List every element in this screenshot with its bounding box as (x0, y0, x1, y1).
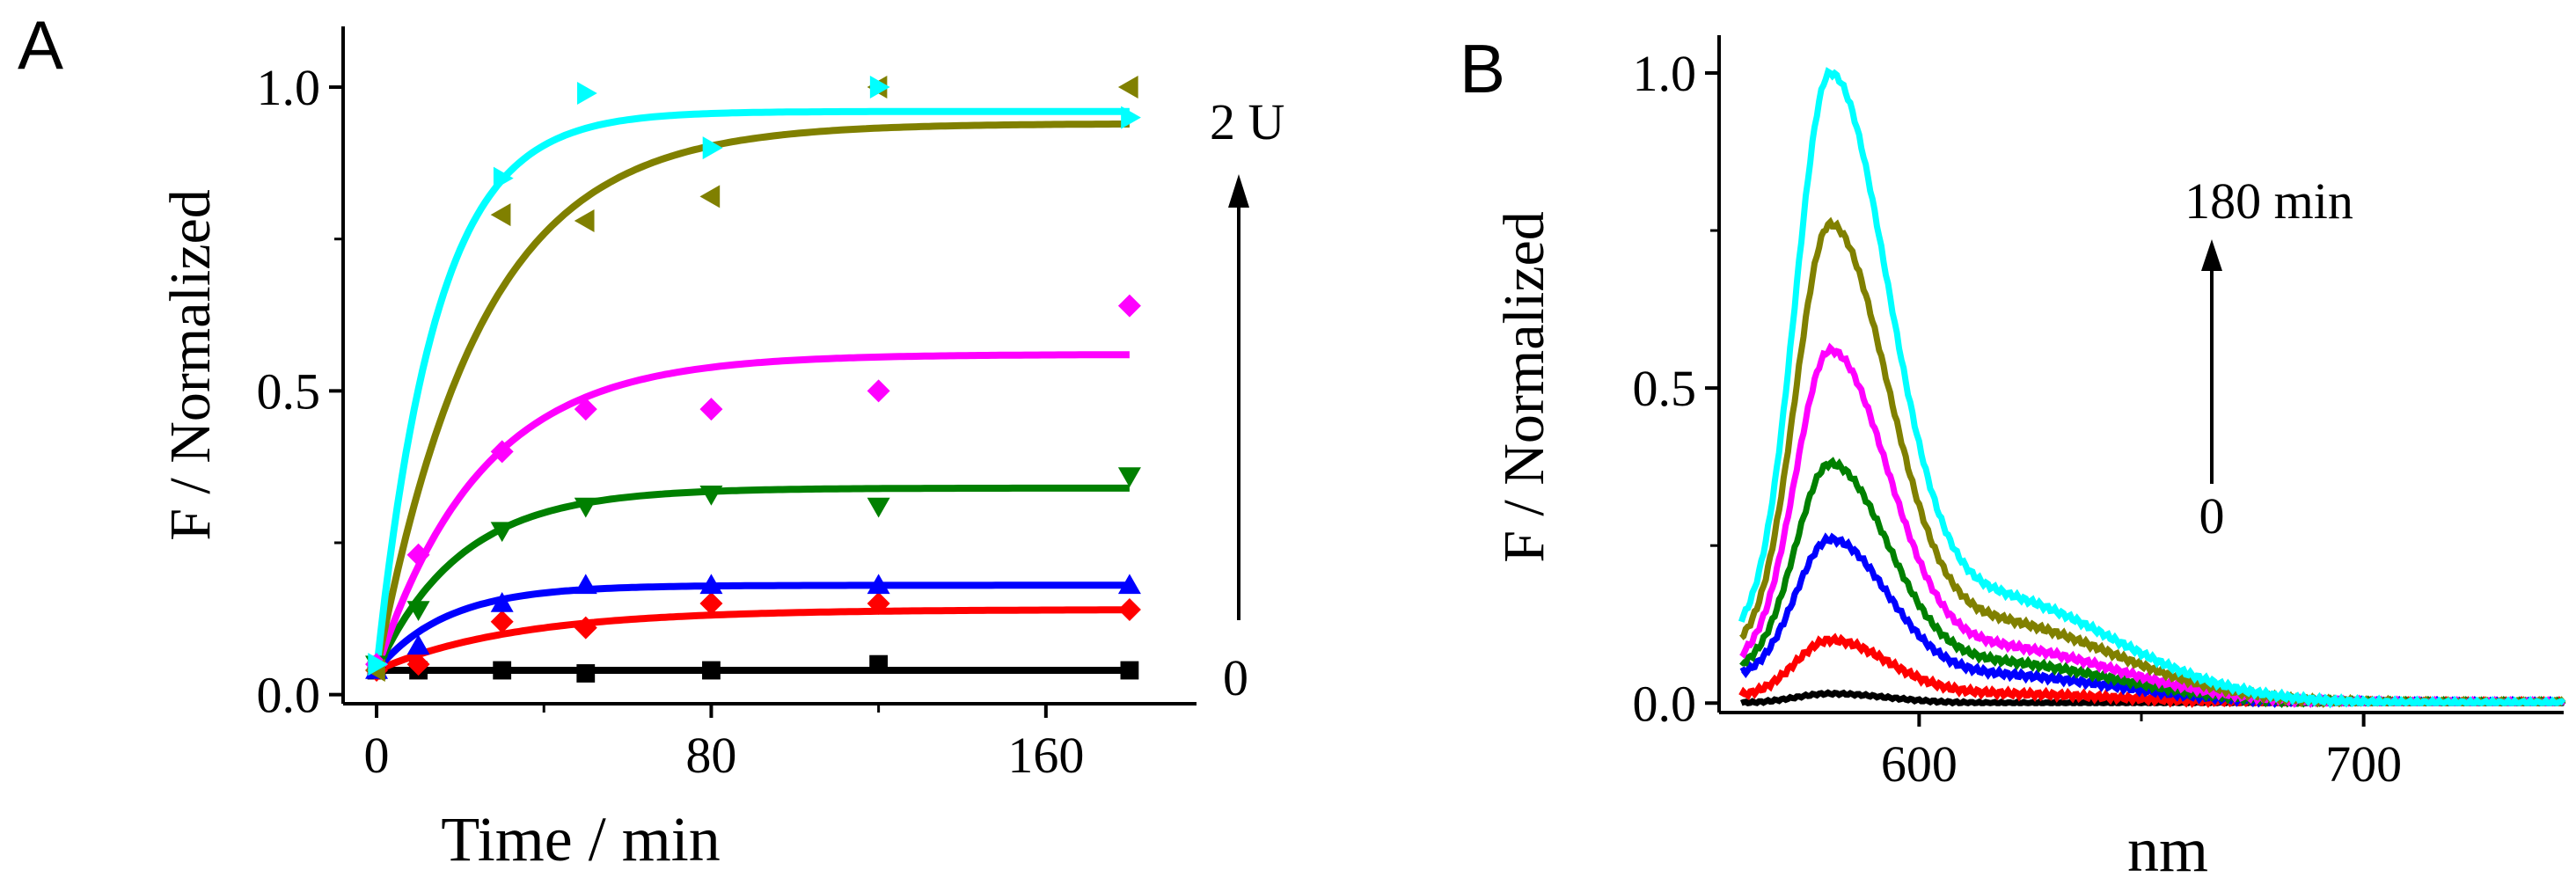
data-point (699, 574, 723, 595)
x-axis-label-a: Time / min (441, 804, 720, 874)
data-point (869, 654, 889, 674)
chart-b-svg: B 600 700 0.0 0.5 1.0 180 min 0 nm F / Norma… (1460, 30, 2566, 885)
a-y-tick-label: 1.0 (257, 59, 321, 116)
x-axis-label-b: nm (2127, 815, 2208, 885)
b-y-tick-label: 0.0 (1633, 675, 1697, 732)
data-point (1117, 76, 1138, 99)
data-point (1117, 597, 1141, 621)
data-point (867, 379, 890, 403)
data-point (1121, 106, 1141, 129)
annotation-top-a: 2 U (1210, 93, 1284, 150)
data-point (867, 497, 890, 518)
b-y-tick-label: 1.0 (1633, 45, 1697, 102)
data-point (493, 166, 514, 190)
data-point (699, 592, 723, 616)
chart-a-svg: A 0 80 160 0.0 0.5 1.0 2 U 0 Time / min F / N… (18, 6, 1284, 874)
data-point (493, 661, 512, 680)
b-x-tick-label: 700 (2325, 735, 2402, 793)
a-x-tick-label: 0 (364, 727, 390, 784)
a-x-tick-label: 80 (685, 727, 736, 784)
data-point (869, 76, 890, 99)
data-point (574, 208, 595, 232)
a-x-tick-label: 160 (1007, 727, 1084, 784)
b-y-tick-label: 0.5 (1633, 360, 1697, 417)
fit-curve-5 (373, 121, 1130, 671)
data-point (867, 574, 890, 595)
data-point (702, 136, 723, 160)
data-point (699, 185, 721, 208)
fit-curve-4 (373, 351, 1130, 672)
data-point (1117, 467, 1141, 488)
data-point (406, 543, 430, 567)
panel-label-b: B (1460, 30, 1505, 107)
panel-b: B 600 700 0.0 0.5 1.0 180 min 0 nm F / Norma… (1288, 0, 2576, 892)
data-point (576, 664, 596, 683)
fit-curve-3 (373, 484, 1130, 672)
data-point (574, 398, 597, 421)
data-point (406, 634, 430, 655)
data-point (406, 601, 430, 621)
data-point (867, 592, 890, 616)
spectrum-curve-t5 (1739, 216, 2566, 708)
data-point (1117, 574, 1141, 595)
y-axis-label-a: F / Normalized (158, 189, 223, 541)
panel-a: A 0 80 160 0.0 0.5 1.0 2 U 0 Time / min F / N… (18, 6, 1284, 874)
data-point (1120, 661, 1139, 680)
fit-curve-2 (373, 581, 1130, 673)
annotation-bottom-a: 0 (1223, 649, 1248, 706)
b-x-tick-label: 600 (1881, 735, 1958, 793)
data-point (577, 81, 597, 105)
data-point (406, 653, 430, 676)
panel-label-a: A (18, 6, 63, 84)
a-y-tick-label: 0.5 (257, 362, 321, 420)
a-y-tick-label: 0.0 (257, 667, 321, 724)
data-point (702, 661, 721, 680)
data-point (699, 398, 723, 421)
data-point (490, 592, 514, 612)
data-point (699, 485, 723, 506)
arrow-head-a (1228, 174, 1249, 208)
data-point (490, 440, 514, 464)
fit-curve-1 (375, 606, 1130, 674)
annotation-top-b: 180 min (2184, 172, 2353, 230)
spectrum-curve-180-min (1738, 67, 2566, 709)
data-point (490, 610, 514, 633)
y-axis-label-b: F / Normalized (1492, 211, 1556, 563)
data-point (490, 203, 511, 227)
data-point (490, 522, 514, 543)
data-point (1117, 294, 1141, 318)
arrow-head-b (2201, 239, 2222, 271)
data-point (574, 616, 597, 640)
data-point (368, 653, 389, 676)
annotation-bottom-b: 0 (2199, 487, 2225, 545)
data-point (574, 574, 597, 595)
data-point (574, 497, 597, 518)
